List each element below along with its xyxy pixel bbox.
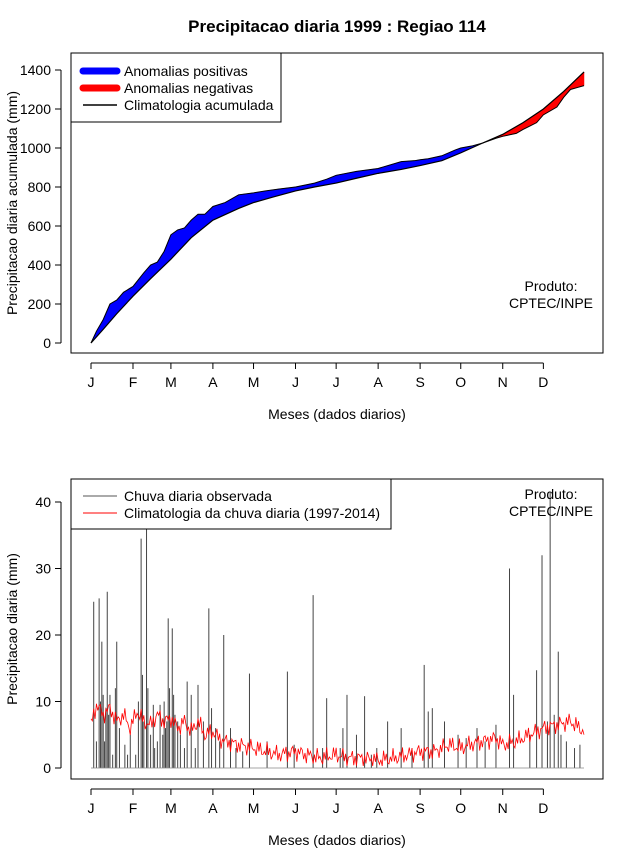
bottom-x-tick-label: J	[292, 800, 299, 816]
top-y-axis-label: Precipitacao diaria acumulada (mm)	[4, 91, 20, 315]
bottom-y-axis-label: Precipitacao diaria (mm)	[4, 553, 20, 705]
bottom-legend-label-climatology: Climatologia da chuva diaria (1997-2014)	[124, 505, 380, 521]
bottom-y-tick-label: 20	[35, 627, 51, 643]
bottom-x-tick-label: M	[165, 800, 177, 816]
top-x-tick-label: J	[333, 374, 340, 390]
top-x-tick-label: D	[538, 374, 548, 390]
bottom-x-tick-label: D	[538, 800, 548, 816]
chart-title: Precipitacao diaria 1999 : Regiao 114	[188, 17, 486, 36]
top-x-tick-label: M	[165, 374, 177, 390]
top-y-tick-label: 1000	[20, 140, 51, 156]
positive-anomaly-area	[90, 142, 483, 344]
top-annotation-line2: CPTEC/INPE	[509, 295, 593, 311]
top-legend-label-positive: Anomalias positivas	[124, 63, 248, 79]
bottom-y-axis: 0 10 20 30 40	[35, 494, 62, 776]
top-x-tick-label: A	[373, 374, 383, 390]
climatology-daily-line	[90, 703, 585, 767]
bottom-y-tick-label: 10	[35, 694, 51, 710]
top-y-tick-label: 1200	[20, 101, 51, 117]
bottom-x-tick-label: S	[415, 800, 424, 816]
top-x-axis-label: Meses (dados diarios)	[268, 406, 406, 422]
top-y-axis: 0 200 400 600 800 1000 1200 1400	[20, 62, 62, 351]
top-x-tick-label: M	[248, 374, 260, 390]
top-x-tick-label: J	[292, 374, 299, 390]
top-x-tick-label: O	[455, 374, 466, 390]
bottom-x-axis-label: Meses (dados diarios)	[268, 832, 406, 848]
bottom-x-tick-label: A	[208, 800, 218, 816]
top-y-tick-label: 0	[43, 335, 51, 351]
top-y-tick-label: 200	[28, 296, 52, 312]
bottom-annotation-line2: CPTEC/INPE	[509, 503, 593, 519]
top-lines	[90, 71, 585, 344]
bottom-x-tick-label: A	[373, 800, 383, 816]
observed-accumulated-line	[90, 85, 585, 344]
bottom-x-tick-label: F	[129, 800, 138, 816]
bottom-x-tick-label: O	[455, 800, 466, 816]
bottom-annotation-line1: Produto:	[525, 486, 578, 502]
bottom-x-tick-label: J	[88, 800, 95, 816]
bottom-y-tick-label: 40	[35, 494, 51, 510]
bottom-lines	[90, 703, 585, 767]
top-x-tick-label: F	[129, 374, 138, 390]
top-x-tick-label: S	[415, 374, 424, 390]
top-y-tick-label: 400	[28, 257, 52, 273]
bottom-observed-bars	[91, 492, 584, 769]
top-x-tick-label: J	[88, 374, 95, 390]
top-legend-label-negative: Anomalias negativas	[124, 80, 253, 96]
bottom-legend: Chuva diaria observada Climatologia da c…	[70, 478, 392, 530]
top-plot-frame	[70, 52, 604, 354]
bottom-x-tick-label: N	[498, 800, 508, 816]
bottom-legend-box	[70, 478, 392, 530]
bottom-x-tick-label: J	[333, 800, 340, 816]
bottom-legend-label-observed: Chuva diaria observada	[124, 488, 272, 504]
top-annotation-line1: Produto:	[525, 278, 578, 294]
bottom-y-tick-label: 30	[35, 561, 51, 577]
top-y-tick-label: 1400	[20, 62, 51, 78]
top-legend-label-climatology: Climatologia acumulada	[124, 97, 274, 113]
bottom-x-tick-label: M	[248, 800, 260, 816]
bottom-y-tick-label: 0	[43, 760, 51, 776]
negative-anomaly-area	[482, 71, 585, 144]
top-legend: Anomalias positivas Anomalias negativas …	[70, 52, 282, 123]
top-x-tick-label: N	[498, 374, 508, 390]
top-x-tick-label: A	[208, 374, 218, 390]
climatology-accumulated-line	[90, 71, 585, 344]
top-y-tick-label: 600	[28, 218, 52, 234]
top-y-tick-label: 800	[28, 179, 52, 195]
